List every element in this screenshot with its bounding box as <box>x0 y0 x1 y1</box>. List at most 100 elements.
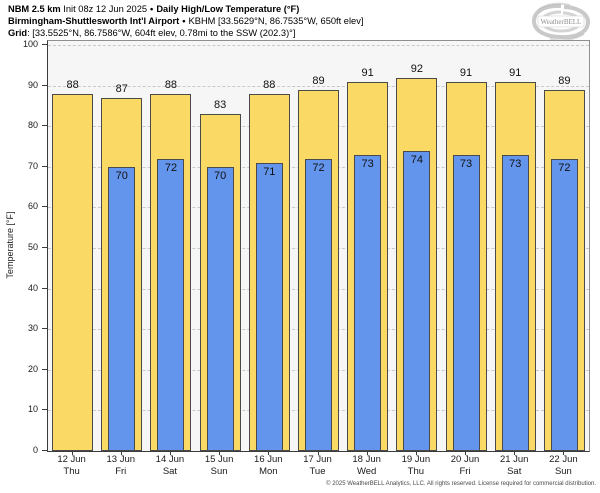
product-title: Daily High/Low Temperature (°F) <box>156 4 300 14</box>
x-tick-day: Thu <box>63 465 80 477</box>
plot-area: 88 87 70 88 72 83 70 88 71 89 72 91 73 92 74 91 73 91 73 89… <box>47 40 590 452</box>
low-bar: 73 <box>501 155 529 451</box>
low-bar: 71 <box>255 163 283 451</box>
high-value-label: 92 <box>410 63 423 75</box>
y-tick-mark <box>42 450 47 451</box>
logo-text-box <box>537 15 585 28</box>
low-bar: 72 <box>157 159 185 451</box>
x-tick-mark <box>169 451 171 455</box>
high-value-label: 91 <box>509 67 522 79</box>
low-value-label: 72 <box>558 162 571 174</box>
x-tick-date: 16 Jun <box>254 454 283 465</box>
x-tick-date: 21 Jun <box>499 454 529 465</box>
x-tick-day: Sun <box>554 465 572 477</box>
y-tick-label: 70 <box>27 160 38 171</box>
y-tick-mark <box>42 206 47 208</box>
y-tick-label: 30 <box>27 323 38 334</box>
low-bar: 70 <box>206 167 234 451</box>
low-value-label: 73 <box>459 158 473 170</box>
low-bar: 70 <box>108 167 136 451</box>
x-tick-date: 15 Jun <box>204 454 234 465</box>
y-tick-mark <box>42 328 47 330</box>
x-tick-mark <box>219 451 221 455</box>
y-tick-label: 0 <box>32 445 38 455</box>
high-value-label: 83 <box>213 99 227 111</box>
x-tick-mark <box>268 451 270 455</box>
x-tick-label: 21 Jun Sat <box>490 454 539 477</box>
grid-info: : [33.5525°N, 86.7586°W, 604ft elev, 0.7… <box>27 28 296 38</box>
logo-text: WeatherBELL <box>541 18 582 26</box>
x-tick-date: 22 Jun <box>549 454 578 465</box>
x-tick-date: 17 Jun <box>303 454 332 465</box>
x-tick-mark <box>366 451 368 455</box>
high-value-label: 89 <box>312 75 325 87</box>
y-tick-mark <box>42 287 47 289</box>
low-value-label: 71 <box>263 166 276 178</box>
y-tick-label: 20 <box>27 363 38 374</box>
high-value-label: 87 <box>115 83 128 95</box>
low-value-label: 73 <box>509 158 522 170</box>
low-value-label: 72 <box>312 162 325 174</box>
low-bar: 73 <box>452 155 480 451</box>
grid-label: Grid <box>8 28 28 38</box>
x-tick-label: 17 Jun Tue <box>293 454 342 477</box>
x-tick-label: 16 Jun Mon <box>244 454 293 477</box>
chart-header: NBM 2.5 km Init 08z 12 Jun 2025 • Daily Hi… <box>8 3 363 39</box>
high-value-label: 88 <box>66 79 79 91</box>
x-tick-day: Fri <box>115 465 127 477</box>
x-tick-day: Sat <box>162 465 178 477</box>
y-tick-mark <box>42 125 47 127</box>
y-tick-mark <box>42 84 47 86</box>
low-value-label: 72 <box>164 162 178 174</box>
y-tick-label: 50 <box>27 242 38 253</box>
y-tick-mark <box>42 409 47 411</box>
x-tick-date: 13 Jun <box>106 454 136 465</box>
x-tick-mark <box>563 451 565 455</box>
init-time: Init 08z 12 Jun 2025 <box>63 4 148 14</box>
x-tick-label: 19 Jun Thu <box>391 454 440 477</box>
station-name: Birmingham-Shuttlesworth Int'l Airport <box>8 16 180 26</box>
y-tick-label: 60 <box>27 201 38 212</box>
x-tick-day: Tue <box>309 465 326 477</box>
weatherbell-logo: WeatherBELL <box>531 2 591 42</box>
x-tick-mark <box>120 451 122 455</box>
header-line-2: Birmingham-Shuttlesworth Int'l Airport • K… <box>8 15 363 27</box>
y-tick-label: 80 <box>27 120 38 131</box>
low-bar: 74 <box>403 151 431 451</box>
x-tick-label: 18 Jun Wed <box>342 454 391 477</box>
high-value-label: 88 <box>164 79 178 91</box>
x-tick-date: 20 Jun <box>450 454 480 465</box>
x-tick-mark <box>415 451 417 455</box>
low-value-label: 70 <box>214 170 227 182</box>
header-line-3: Grid: [33.5525°N, 86.7586°W, 604ft elev,… <box>8 27 363 39</box>
x-tick-date: 19 Jun <box>401 454 431 465</box>
model-name: NBM 2.5 km <box>8 4 61 14</box>
low-bar: 72 <box>550 159 578 451</box>
x-tick-mark <box>465 451 467 455</box>
high-value-label: 91 <box>361 67 374 79</box>
separator-dot: • <box>182 16 186 26</box>
low-value-label: 73 <box>361 158 374 170</box>
x-tick-label: 13 Jun Fri <box>96 454 145 477</box>
separator-dot: • <box>150 4 154 14</box>
high-bar <box>52 94 94 451</box>
low-bar: 73 <box>354 155 382 451</box>
gridline <box>48 85 589 87</box>
high-value-label: 88 <box>263 79 276 91</box>
x-tick-label: 12 Jun Thu <box>47 454 96 477</box>
x-tick-day: Wed <box>356 465 377 477</box>
x-tick-date: 14 Jun <box>155 454 185 465</box>
x-tick-day: Mon <box>259 465 278 477</box>
y-tick-mark <box>42 44 47 46</box>
x-tick-date: 18 Jun <box>352 454 381 465</box>
y-tick-mark <box>42 247 47 249</box>
high-value-label: 89 <box>558 75 571 87</box>
low-value-label: 74 <box>410 154 423 166</box>
station-info: KBHM [33.5629°N, 86.7535°W, 650ft elev] <box>188 16 364 26</box>
header-line-1: NBM 2.5 km Init 08z 12 Jun 2025 • Daily Hi… <box>8 3 363 15</box>
y-tick-label: 90 <box>27 79 38 90</box>
y-tick-label: 100 <box>22 39 38 50</box>
x-tick-day: Fri <box>459 465 471 477</box>
y-tick-label: 10 <box>27 404 38 415</box>
